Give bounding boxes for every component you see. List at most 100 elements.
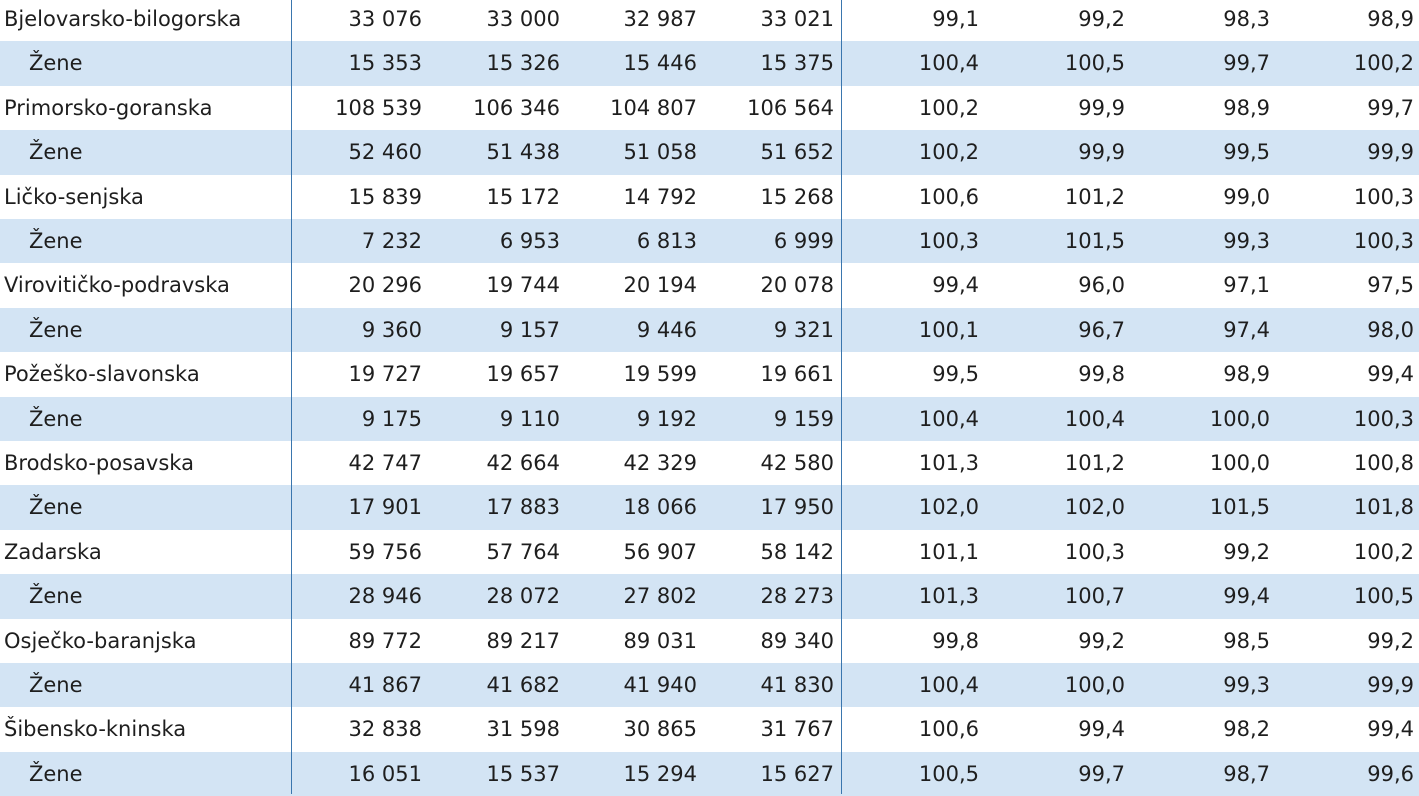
table-cell: 19 727 xyxy=(348,362,422,387)
table-cell: 56 907 xyxy=(623,539,697,564)
table-cell: 98,0 xyxy=(1367,317,1414,342)
table-row: Osječko-baranjska 89 772 89 217 89 031 89 34… xyxy=(0,619,1419,663)
table-cell: 17 883 xyxy=(486,495,560,520)
row-label: Žene xyxy=(29,229,83,253)
row-label: Žene xyxy=(29,584,83,609)
row-label: Šibensko-kninska xyxy=(4,717,187,742)
table-cell: 15 627 xyxy=(760,761,834,786)
table-cell: 99,2 xyxy=(1078,7,1125,31)
table-cell: 99,8 xyxy=(932,628,979,653)
table-cell: 41 867 xyxy=(348,673,422,697)
table-cell: 100,2 xyxy=(1353,51,1414,76)
table-cell: 32 838 xyxy=(348,717,422,742)
table-row: Primorsko-goranska 108 539 106 346 104 807 1… xyxy=(0,86,1419,130)
table-cell: 19 657 xyxy=(486,362,560,387)
table-cell: 97,4 xyxy=(1223,317,1270,342)
table-cell: 15 326 xyxy=(486,51,560,76)
table-row: Žene 41 867 41 682 41 940 41 830 100,4 100,0 99… xyxy=(0,663,1419,708)
table-row: Žene 28 946 28 072 27 802 28 273 101,3 100,7 99… xyxy=(0,574,1419,619)
table-cell: 98,9 xyxy=(1223,362,1270,387)
row-label: Požeško-slavonska xyxy=(4,362,200,387)
table-cell: 51 058 xyxy=(623,140,697,165)
table-cell: 100,6 xyxy=(918,184,979,209)
table-cell: 28 273 xyxy=(760,584,834,609)
table-cell: 104 807 xyxy=(610,95,697,120)
table-row: Žene 9 175 9 110 9 192 9 159 100,4 100,4 100,0 1… xyxy=(0,396,1419,441)
table-cell: 89 340 xyxy=(760,628,834,653)
table-cell: 20 194 xyxy=(623,273,697,298)
column-divider xyxy=(841,0,842,794)
table-cell: 101,2 xyxy=(1064,451,1125,475)
table-cell: 42 580 xyxy=(760,451,834,475)
table-cell: 31 767 xyxy=(760,717,834,742)
table-cell: 100,2 xyxy=(918,95,979,120)
table-cell: 106 346 xyxy=(473,95,560,120)
table-cell: 100,2 xyxy=(918,140,979,165)
table-cell: 15 839 xyxy=(348,184,422,209)
table-cell: 100,4 xyxy=(918,51,979,76)
table-cell: 99,6 xyxy=(1367,761,1414,786)
table-cell: 101,3 xyxy=(918,584,979,609)
table-cell: 99,9 xyxy=(1367,673,1414,697)
table-cell: 30 865 xyxy=(623,717,697,742)
table-cell: 9 157 xyxy=(499,317,560,342)
table-cell: 14 792 xyxy=(623,184,697,209)
table-cell: 52 460 xyxy=(348,140,422,165)
table-cell: 100,3 xyxy=(918,229,979,253)
table-cell: 33 000 xyxy=(486,7,560,31)
table-cell: 100,4 xyxy=(918,673,979,697)
table-cell: 99,4 xyxy=(1078,717,1125,742)
table-row: Zadarska 59 756 57 764 56 907 58 142 101,1 100… xyxy=(0,530,1419,574)
table-cell: 100,0 xyxy=(1064,673,1125,697)
table-cell: 51 652 xyxy=(760,140,834,165)
table-cell: 9 360 xyxy=(361,317,422,342)
table-row: Žene 17 901 17 883 18 066 17 950 102,0 102,0 10… xyxy=(0,485,1419,530)
table-cell: 99,9 xyxy=(1078,140,1125,165)
table-cell: 100,0 xyxy=(1209,406,1270,431)
table-cell: 51 438 xyxy=(486,140,560,165)
row-label: Žene xyxy=(29,406,83,431)
table-cell: 19 661 xyxy=(760,362,834,387)
table-cell: 42 664 xyxy=(486,451,560,475)
table-cell: 101,3 xyxy=(918,451,979,475)
table-cell: 100,0 xyxy=(1209,451,1270,475)
table-cell: 99,4 xyxy=(1367,362,1414,387)
row-label: Žene xyxy=(29,317,83,342)
table-cell: 9 159 xyxy=(773,406,834,431)
table-row: Žene 9 360 9 157 9 446 9 321 100,1 96,7 97,4 98,… xyxy=(0,307,1419,353)
table-cell: 99,7 xyxy=(1223,51,1270,76)
table-cell: 15 446 xyxy=(623,51,697,76)
table-cell: 7 232 xyxy=(361,229,422,253)
row-label: Ličko-senjska xyxy=(4,184,144,209)
table-cell: 100,3 xyxy=(1064,539,1125,564)
table-cell: 99,7 xyxy=(1078,761,1125,786)
table-cell: 89 772 xyxy=(348,628,422,653)
table-cell: 28 072 xyxy=(486,584,560,609)
column-divider xyxy=(291,0,292,794)
table-cell: 100,5 xyxy=(918,761,979,786)
table-cell: 97,1 xyxy=(1223,273,1270,298)
table-cell: 41 830 xyxy=(760,673,834,697)
row-label: Osječko-baranjska xyxy=(4,628,197,653)
table-row: Žene 52 460 51 438 51 058 51 652 100,2 99,9 99,… xyxy=(0,130,1419,175)
table-cell: 98,3 xyxy=(1223,7,1270,31)
table-cell: 100,4 xyxy=(918,406,979,431)
table-row: Žene 7 232 6 953 6 813 6 999 100,3 101,5 99,3 10… xyxy=(0,219,1419,264)
table-cell: 6 953 xyxy=(499,229,560,253)
table-cell: 58 142 xyxy=(760,539,834,564)
table-cell: 15 375 xyxy=(760,51,834,76)
table-cell: 17 901 xyxy=(348,495,422,520)
table-cell: 15 268 xyxy=(760,184,834,209)
table-cell: 100,3 xyxy=(1353,406,1414,431)
row-label: Zadarska xyxy=(4,539,102,564)
table-cell: 16 051 xyxy=(348,761,422,786)
table-row: Virovitičko-podravska 20 296 19 744 20 194 2… xyxy=(0,263,1419,307)
table-cell: 57 764 xyxy=(486,539,560,564)
table-cell: 99,4 xyxy=(932,273,979,298)
table-cell: 99,4 xyxy=(1367,717,1414,742)
table-row: Ličko-senjska 15 839 15 172 14 792 15 268 100… xyxy=(0,175,1419,219)
table-cell: 96,7 xyxy=(1078,317,1125,342)
table-cell: 99,9 xyxy=(1367,140,1414,165)
table-cell: 19 744 xyxy=(486,273,560,298)
table-cell: 100,6 xyxy=(918,717,979,742)
